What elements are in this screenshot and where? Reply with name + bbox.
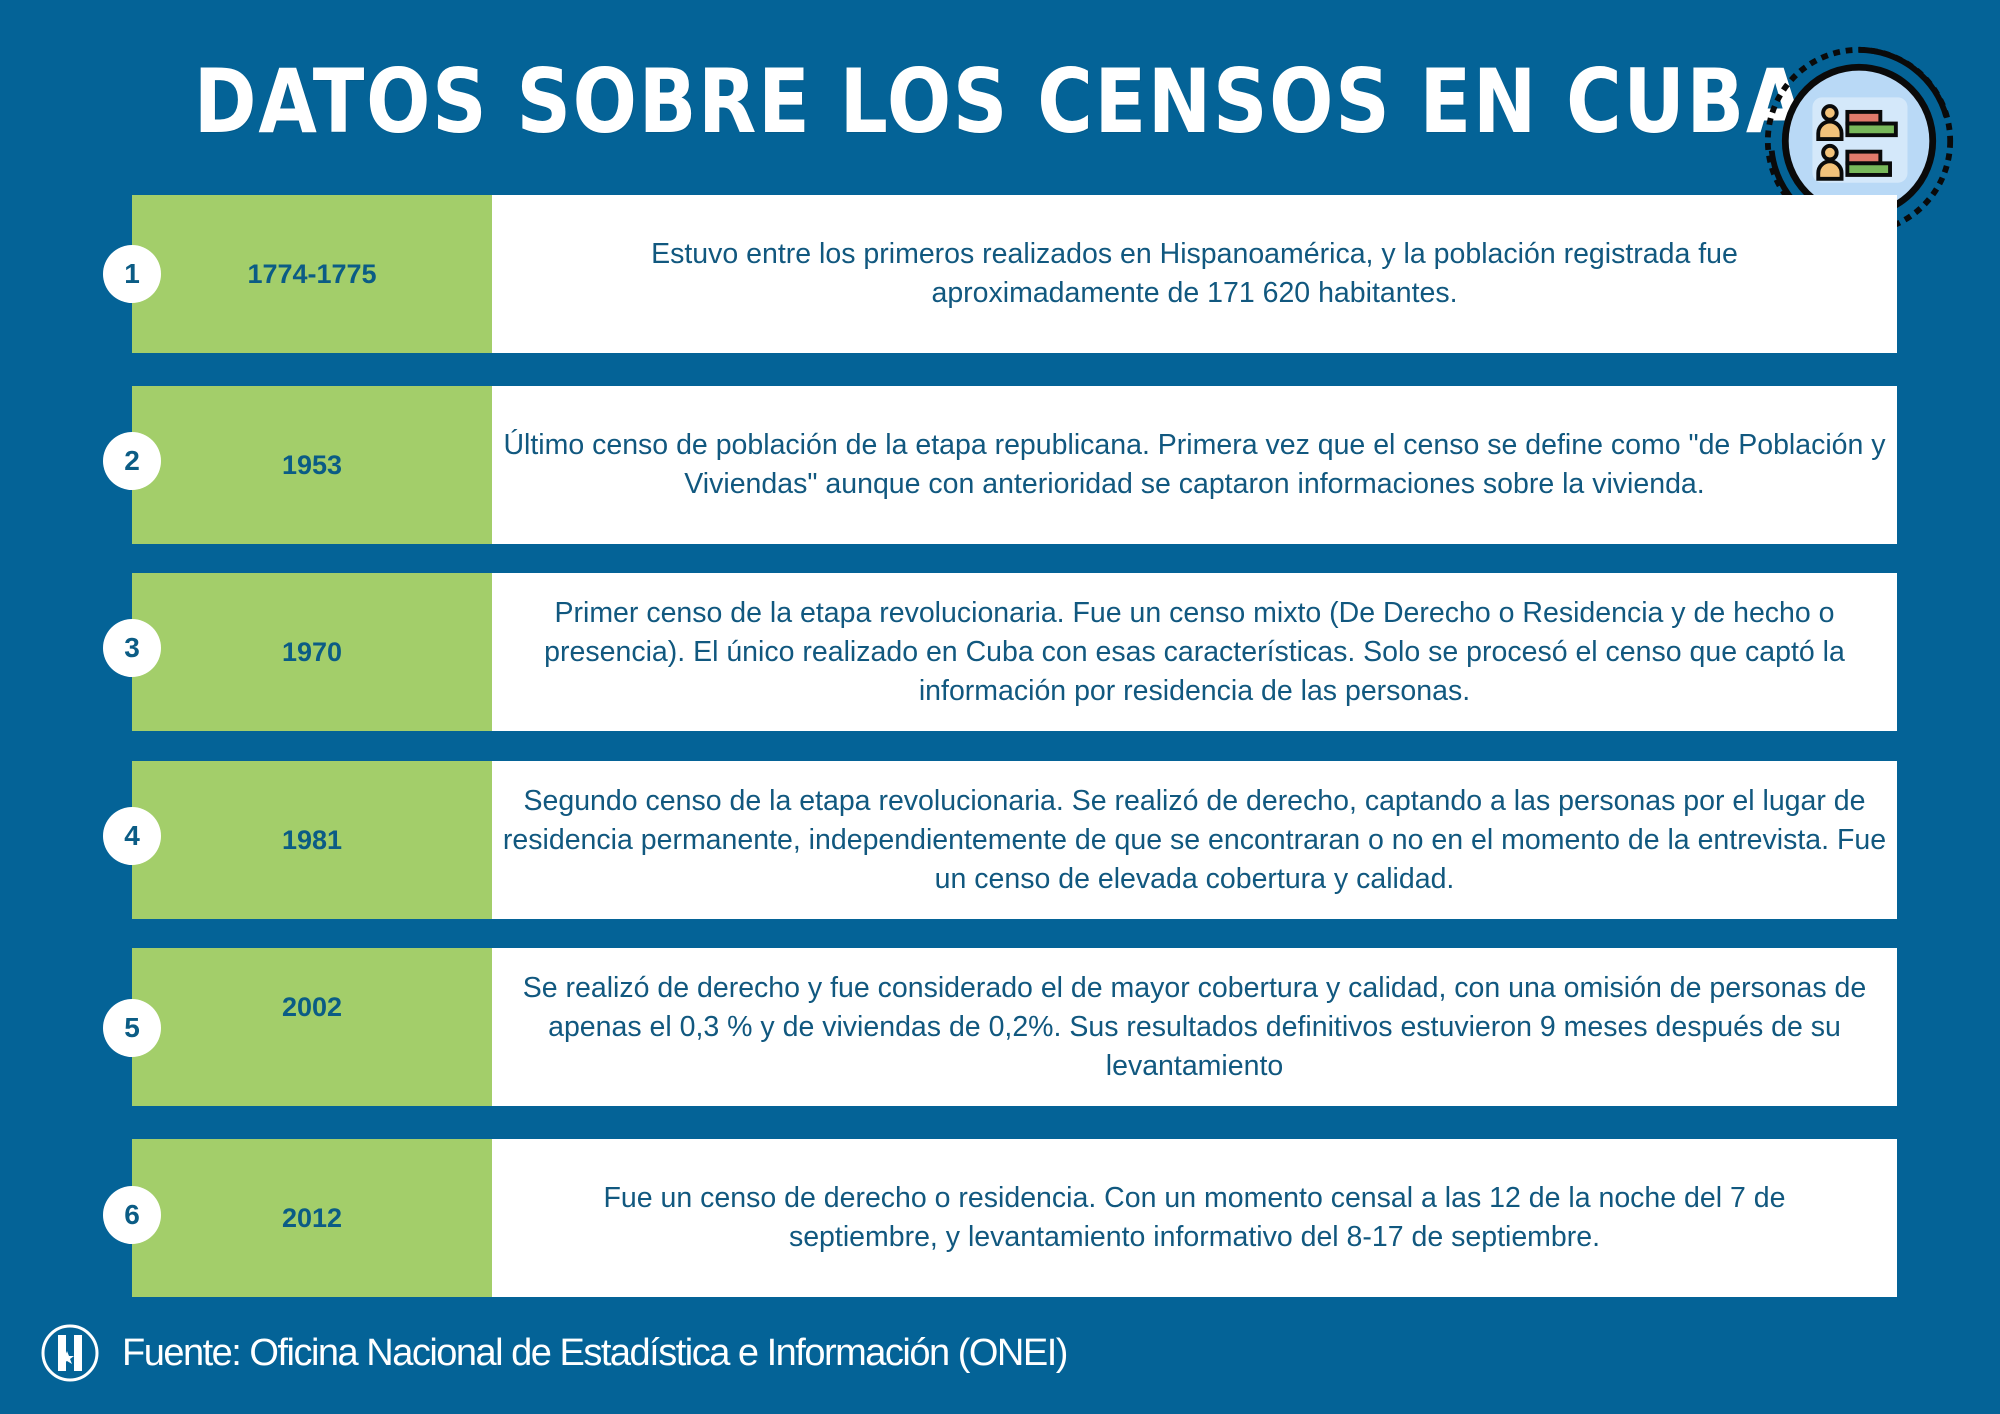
census-row-5: 2002 Se realizó de derecho y fue conside…: [103, 948, 1897, 1106]
page-title: DATOS SOBRE LOS CENSOS EN CUBA: [193, 50, 1807, 153]
census-row-2: 1953 Último censo de población de la eta…: [103, 386, 1897, 544]
onei-logo-icon: [41, 1324, 99, 1382]
census-description-text: Primer censo de la etapa revolucionaria.…: [544, 596, 1845, 707]
census-description-text: Fue un censo de derecho o residencia. Co…: [603, 1182, 1786, 1253]
census-description: Estuvo entre los primeros realizados en …: [492, 195, 1897, 353]
census-year: 2002: [132, 948, 492, 1106]
census-description: Primer censo de la etapa revolucionaria.…: [492, 573, 1897, 731]
census-year: 2012: [132, 1139, 492, 1297]
census-number-badge: 3: [103, 619, 161, 677]
census-description: Se realizó de derecho y fue considerado …: [492, 948, 1897, 1106]
census-description: Segundo censo de la etapa revolucionaria…: [492, 761, 1897, 919]
census-description-text: Segundo censo de la etapa revolucionaria…: [502, 784, 1887, 895]
census-row-6: 2012 Fue un censo de derecho o residenci…: [103, 1139, 1897, 1297]
census-row-4: 1981 Segundo censo de la etapa revolucio…: [103, 761, 1897, 919]
population-statistics-icon: [1764, 46, 1954, 236]
source-footer: Fuente: Oficina Nacional de Estadística …: [40, 1320, 1068, 1386]
census-row-1: 1774-1775 Estuvo entre los primeros real…: [103, 195, 1897, 353]
census-number-badge: 5: [103, 999, 161, 1057]
census-description-text: Se realizó de derecho y fue considerado …: [522, 971, 1867, 1082]
census-year: 1953: [132, 386, 492, 544]
census-description: Fue un censo de derecho o residencia. Co…: [492, 1139, 1897, 1297]
census-description-text: Último censo de población de la etapa re…: [503, 429, 1886, 500]
census-number-badge: 1: [103, 245, 161, 303]
census-row-3: 1970 Primer censo de la etapa revolucion…: [103, 573, 1897, 731]
census-description-text: Estuvo entre los primeros realizados en …: [651, 238, 1738, 309]
census-number-badge: 2: [103, 432, 161, 490]
census-year: 1970: [132, 573, 492, 731]
source-text: Fuente: Oficina Nacional de Estadística …: [122, 1331, 1068, 1374]
census-number-badge: 6: [103, 1186, 161, 1244]
census-year: 1774-1775: [132, 195, 492, 353]
census-number-badge: 4: [103, 807, 161, 865]
census-description: Último censo de población de la etapa re…: [492, 386, 1897, 544]
census-year: 1981: [132, 761, 492, 919]
